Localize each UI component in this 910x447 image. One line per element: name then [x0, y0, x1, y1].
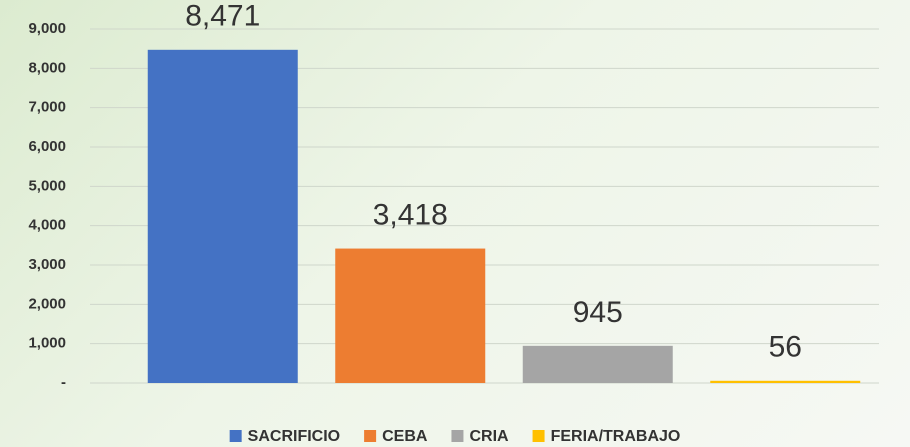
data-label: 3,418: [373, 198, 448, 231]
data-label: 8,471: [185, 0, 260, 33]
legend-label: SACRIFICIO: [248, 428, 340, 445]
bar: [148, 50, 298, 383]
y-tick-label: -: [61, 374, 66, 391]
legend-swatch: [364, 430, 376, 442]
legend-swatch: [230, 430, 242, 442]
bar: [335, 249, 485, 383]
legend-label: CRIA: [469, 428, 509, 445]
data-label: 945: [573, 296, 623, 329]
y-tick-label: 6,000: [28, 138, 66, 155]
y-tick-label: 5,000: [28, 177, 66, 194]
legend-swatch: [451, 430, 463, 442]
y-tick-label: 9,000: [28, 20, 66, 37]
bar: [710, 381, 860, 383]
y-tick-label: 1,000: [28, 335, 66, 352]
y-tick-label: 4,000: [28, 217, 66, 234]
y-tick-label: 8,000: [28, 59, 66, 76]
y-tick-label: 7,000: [28, 99, 66, 116]
data-label: 56: [769, 331, 802, 364]
legend-label: CEBA: [382, 428, 428, 445]
chart: - 1,000 2,000 3,000 4,000 5,000 6,000 7,000 8,00…: [0, 0, 910, 447]
legend-label: FERIA/TRABAJO: [551, 428, 681, 445]
y-tick-label: 2,000: [28, 295, 66, 312]
legend-swatch: [533, 430, 545, 442]
y-tick-label: 3,000: [28, 256, 66, 273]
bar: [523, 346, 673, 383]
